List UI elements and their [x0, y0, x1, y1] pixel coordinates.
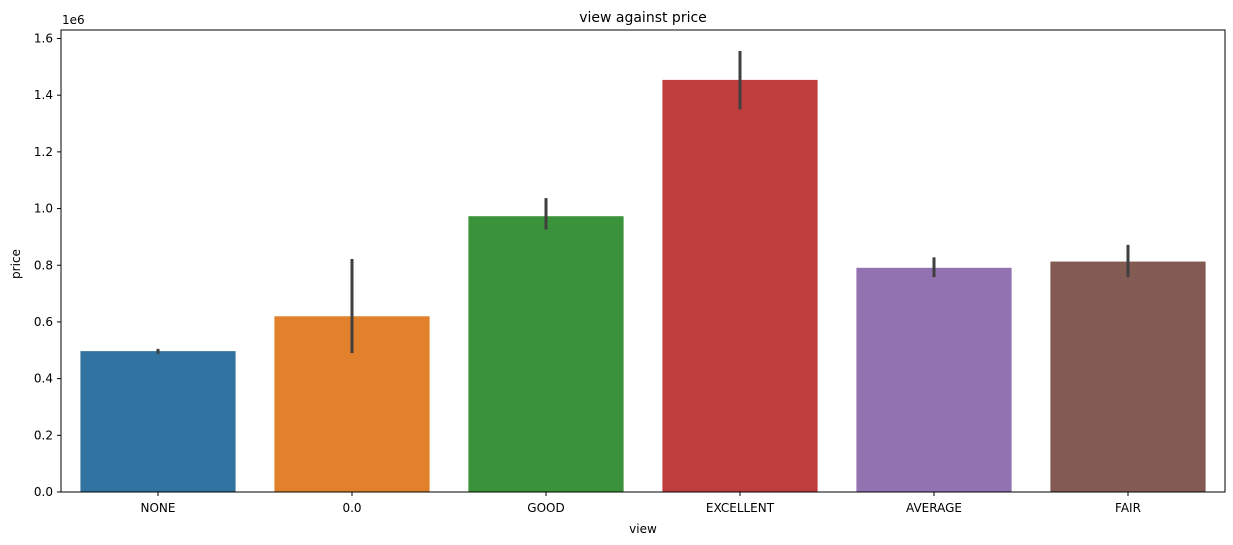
y-tick-label-1: 0.2	[34, 428, 53, 442]
bar-4	[856, 267, 1012, 492]
chart-title: view against price	[579, 10, 707, 26]
x-tick-label-2: GOOD	[527, 501, 564, 515]
bars-group	[80, 79, 1206, 493]
y-axis: 0.0 0.2 0.4 0.6 0.8 1.0 1.2 1.4 1.6	[34, 32, 61, 499]
bar-0	[80, 351, 236, 492]
error-bars-group	[156, 50, 1130, 354]
y-tick-label-0: 0.0	[34, 485, 53, 499]
x-tick-label-0: NONE	[141, 501, 176, 515]
y-tick-label-7: 1.4	[34, 88, 53, 102]
x-tick-label-5: FAIR	[1115, 501, 1141, 515]
y-tick-label-6: 1.2	[34, 145, 53, 159]
bar-2	[468, 216, 624, 493]
bar-3	[662, 79, 818, 493]
y-axis-label: price	[9, 249, 23, 279]
x-axis: NONE 0.0 GOOD EXCELLENT AVERAGE FAIR	[141, 492, 1141, 515]
bar-5	[1050, 261, 1206, 492]
y-tick-label-5: 1.0	[34, 202, 53, 216]
y-tick-label-3: 0.6	[34, 315, 53, 329]
x-tick-label-4: AVERAGE	[906, 501, 962, 515]
x-axis-label: view	[629, 522, 657, 536]
x-tick-label-3: EXCELLENT	[706, 501, 775, 515]
y-tick-label-4: 0.8	[34, 258, 53, 272]
x-tick-label-1: 0.0	[342, 501, 361, 515]
y-tick-label-8: 1.6	[34, 32, 53, 46]
y-tick-label-2: 0.4	[34, 372, 53, 386]
y-offset-label: 1e6	[62, 13, 85, 27]
plot-frame	[60, 29, 1226, 493]
